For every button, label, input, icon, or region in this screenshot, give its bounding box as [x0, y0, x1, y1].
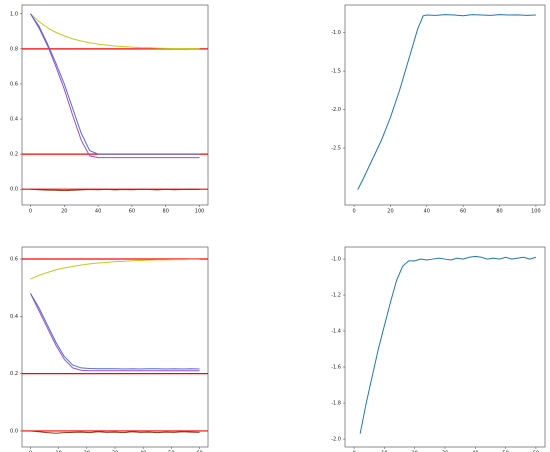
- axes-frame: [21, 246, 209, 448]
- x-tick-label: 60: [533, 451, 539, 452]
- y-tick-label: 0.8: [10, 46, 18, 52]
- y-tick-label: 0.6: [10, 257, 18, 263]
- x-tick-label: 80: [496, 209, 502, 215]
- y-tick-label: -2.0: [331, 437, 341, 443]
- y-tick-label: -1.8: [331, 401, 341, 407]
- y-tick-label: -1.2: [331, 293, 341, 299]
- subplot: 0 10 20 30 40 50 60 -2.0 -1.8 -1.6 -1.4 -1.2 -1.0: [331, 246, 546, 452]
- series-line: [30, 430, 200, 434]
- series-line: [30, 293, 200, 372]
- x-tick-label: 20: [61, 209, 67, 215]
- series-line: [30, 293, 200, 370]
- x-tick-label: 100: [531, 209, 541, 215]
- series-line: [30, 188, 200, 192]
- x-tick-label: 20: [412, 451, 418, 452]
- series-line: [30, 13, 200, 50]
- y-tick-label: -1.4: [331, 329, 341, 335]
- series-line: [30, 258, 200, 280]
- axes-frame: [344, 4, 546, 206]
- x-tick-label: 20: [84, 451, 90, 452]
- x-tick-label: 100: [195, 209, 205, 215]
- x-tick-label: 20: [387, 209, 393, 215]
- y-tick-label: -1.6: [331, 365, 341, 371]
- x-tick-label: 0: [29, 209, 32, 215]
- y-tick-label: 0.0: [10, 428, 18, 434]
- y-tick-label: 0.0: [10, 187, 18, 193]
- x-tick-label: 30: [112, 451, 118, 452]
- y-tick-label: 0.6: [10, 81, 18, 87]
- x-tick-label: 60: [460, 209, 466, 215]
- y-tick-label: 0.4: [10, 314, 18, 320]
- subplot: 0 20 40 60 80 100 -2.5 -2.0 -1.5 -1.0: [331, 4, 546, 215]
- x-tick-label: 0: [352, 451, 355, 452]
- series-line: [357, 14, 536, 190]
- y-tick-label: -1.0: [331, 257, 341, 263]
- y-tick-label: 0.2: [10, 152, 18, 158]
- x-tick-label: 10: [381, 451, 387, 452]
- x-tick-label: 30: [442, 451, 448, 452]
- x-tick-label: 10: [55, 451, 61, 452]
- series-line: [30, 13, 200, 155]
- y-tick-label: 0.2: [10, 371, 18, 377]
- y-tick-label: -2.0: [331, 107, 341, 113]
- subplot: 0 20 40 60 80 100 0.0 0.2 0.4 0.6 0.8 1.0: [10, 4, 209, 215]
- y-tick-label: -1.0: [331, 30, 341, 36]
- x-tick-label: 60: [196, 451, 202, 452]
- series-line: [30, 13, 200, 159]
- axes-frame: [344, 246, 546, 448]
- y-tick-label: -1.5: [331, 69, 341, 75]
- axes-frame: [21, 4, 209, 206]
- x-tick-label: 0: [29, 451, 32, 452]
- x-tick-label: 0: [352, 209, 355, 215]
- x-tick-label: 40: [424, 209, 430, 215]
- x-tick-label: 40: [140, 451, 146, 452]
- y-tick-label: -2.5: [331, 146, 341, 152]
- y-tick-label: 1.0: [10, 11, 18, 17]
- x-tick-label: 40: [95, 209, 101, 215]
- x-tick-label: 40: [472, 451, 478, 452]
- x-tick-label: 80: [163, 209, 169, 215]
- x-tick-label: 50: [168, 451, 174, 452]
- x-tick-label: 50: [502, 451, 508, 452]
- subplot: 0 10 20 30 40 50 60 0.0 0.2 0.4 0.6: [10, 246, 209, 452]
- y-tick-label: 0.4: [10, 117, 18, 123]
- x-tick-label: 60: [129, 209, 135, 215]
- series-line: [359, 255, 537, 434]
